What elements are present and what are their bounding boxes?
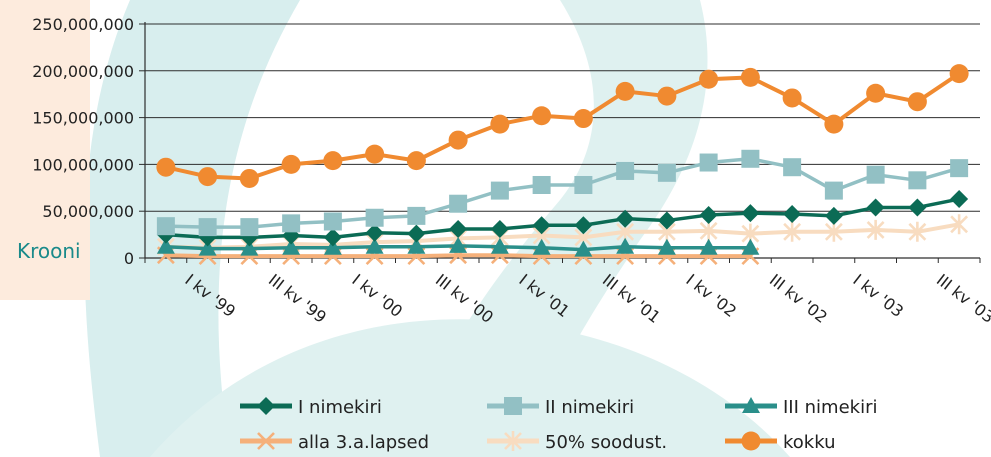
grid-lines: [139, 24, 980, 258]
x-tick-label: III kv '01: [599, 270, 664, 327]
data-point: [574, 176, 592, 194]
x-tick-label: I kv '03: [849, 270, 907, 321]
data-point: [240, 169, 259, 188]
x-tick-label: III kv '02: [766, 270, 831, 327]
legend-label: 50% soodust.: [545, 432, 667, 453]
y-tick-label: 50,000,000: [42, 202, 134, 221]
data-point: [741, 150, 759, 168]
data-point: [657, 87, 676, 106]
legend-item: alla 3.a.lapsed: [240, 432, 429, 453]
legend-label: alla 3.a.lapsed: [298, 432, 429, 453]
data-point: [824, 115, 843, 134]
x-tick-label: III kv '03: [933, 270, 991, 327]
data-point: [908, 92, 927, 111]
x-tick-label: I kv '99: [181, 270, 239, 321]
data-point: [449, 220, 467, 238]
data-point: [658, 164, 676, 182]
data-point: [198, 167, 217, 186]
data-point: [867, 166, 885, 184]
legend-label: II nimekiri: [545, 397, 634, 418]
data-point: [700, 206, 718, 224]
data-point: [156, 158, 175, 177]
legend-item: 50% soodust.: [487, 431, 667, 453]
data-point: [574, 109, 593, 128]
data-point: [407, 151, 426, 170]
data-point: [533, 216, 551, 234]
x-tick-label: I kv '00: [348, 270, 406, 321]
legend-item: III nimekiri: [725, 397, 878, 418]
x-tick-label: III kv '99: [265, 270, 330, 327]
legend-marker: [504, 397, 522, 415]
data-point: [157, 217, 175, 235]
y-tick-label: 0: [124, 249, 134, 268]
x-tick-label: I kv '02: [682, 270, 740, 321]
legend-marker: [742, 432, 761, 451]
x-tick-label: III kv '00: [432, 270, 497, 327]
legend: I nimekiri II nimekiri III nimekiri alla 3.…: [240, 397, 878, 453]
data-point: [365, 145, 384, 164]
y-tick-label: 200,000,000: [32, 62, 134, 81]
data-point: [699, 70, 718, 89]
data-point: [490, 115, 509, 134]
legend-marker: [257, 397, 275, 415]
data-point: [616, 82, 635, 101]
legend-label: III nimekiri: [783, 397, 878, 418]
data-point: [908, 198, 926, 216]
data-point: [741, 68, 760, 87]
data-point: [950, 64, 969, 83]
data-point: [533, 176, 551, 194]
legend-item: kokku: [725, 432, 836, 454]
data-point: [700, 154, 718, 172]
data-point: [950, 159, 968, 177]
data-point: [783, 88, 802, 107]
data-point: [199, 218, 217, 236]
data-point: [491, 182, 509, 200]
data-point: [866, 84, 885, 103]
data-point: [282, 155, 301, 174]
y-tick-label: 100,000,000: [32, 155, 134, 174]
series-ii-nimekiri: [157, 150, 968, 236]
data-point: [407, 207, 425, 225]
data-point: [240, 218, 258, 236]
data-point: [449, 131, 468, 150]
data-point: [867, 198, 885, 216]
data-point: [323, 151, 342, 170]
data-point: [366, 209, 384, 227]
data-point: [783, 158, 801, 176]
data-point: [950, 190, 968, 208]
data-point: [741, 204, 759, 222]
data-point: [449, 195, 467, 213]
x-tick-label: I kv '01: [515, 270, 573, 321]
y-tick-labels: 0 50,000,000 100,000,000 150,000,000 200,000…: [32, 15, 134, 268]
legend-item: I nimekiri: [240, 397, 382, 418]
data-point: [282, 214, 300, 232]
legend-label: I nimekiri: [298, 397, 382, 418]
data-point: [616, 162, 634, 180]
legend-label: kokku: [783, 432, 836, 453]
unit-label: Krooni: [17, 239, 81, 263]
data-point: [908, 171, 926, 189]
data-point: [324, 212, 342, 230]
data-point: [825, 207, 843, 225]
data-point: [783, 205, 801, 223]
x-tick-labels: I kv '99 III kv '99 I kv '00 III kv '00 I kv…: [181, 270, 991, 327]
y-tick-label: 150,000,000: [32, 109, 134, 128]
y-tick-label: 250,000,000: [32, 15, 134, 34]
data-point: [825, 182, 843, 200]
series-kokku: [156, 64, 968, 188]
data-point: [532, 106, 551, 125]
legend-item: II nimekiri: [487, 397, 634, 418]
